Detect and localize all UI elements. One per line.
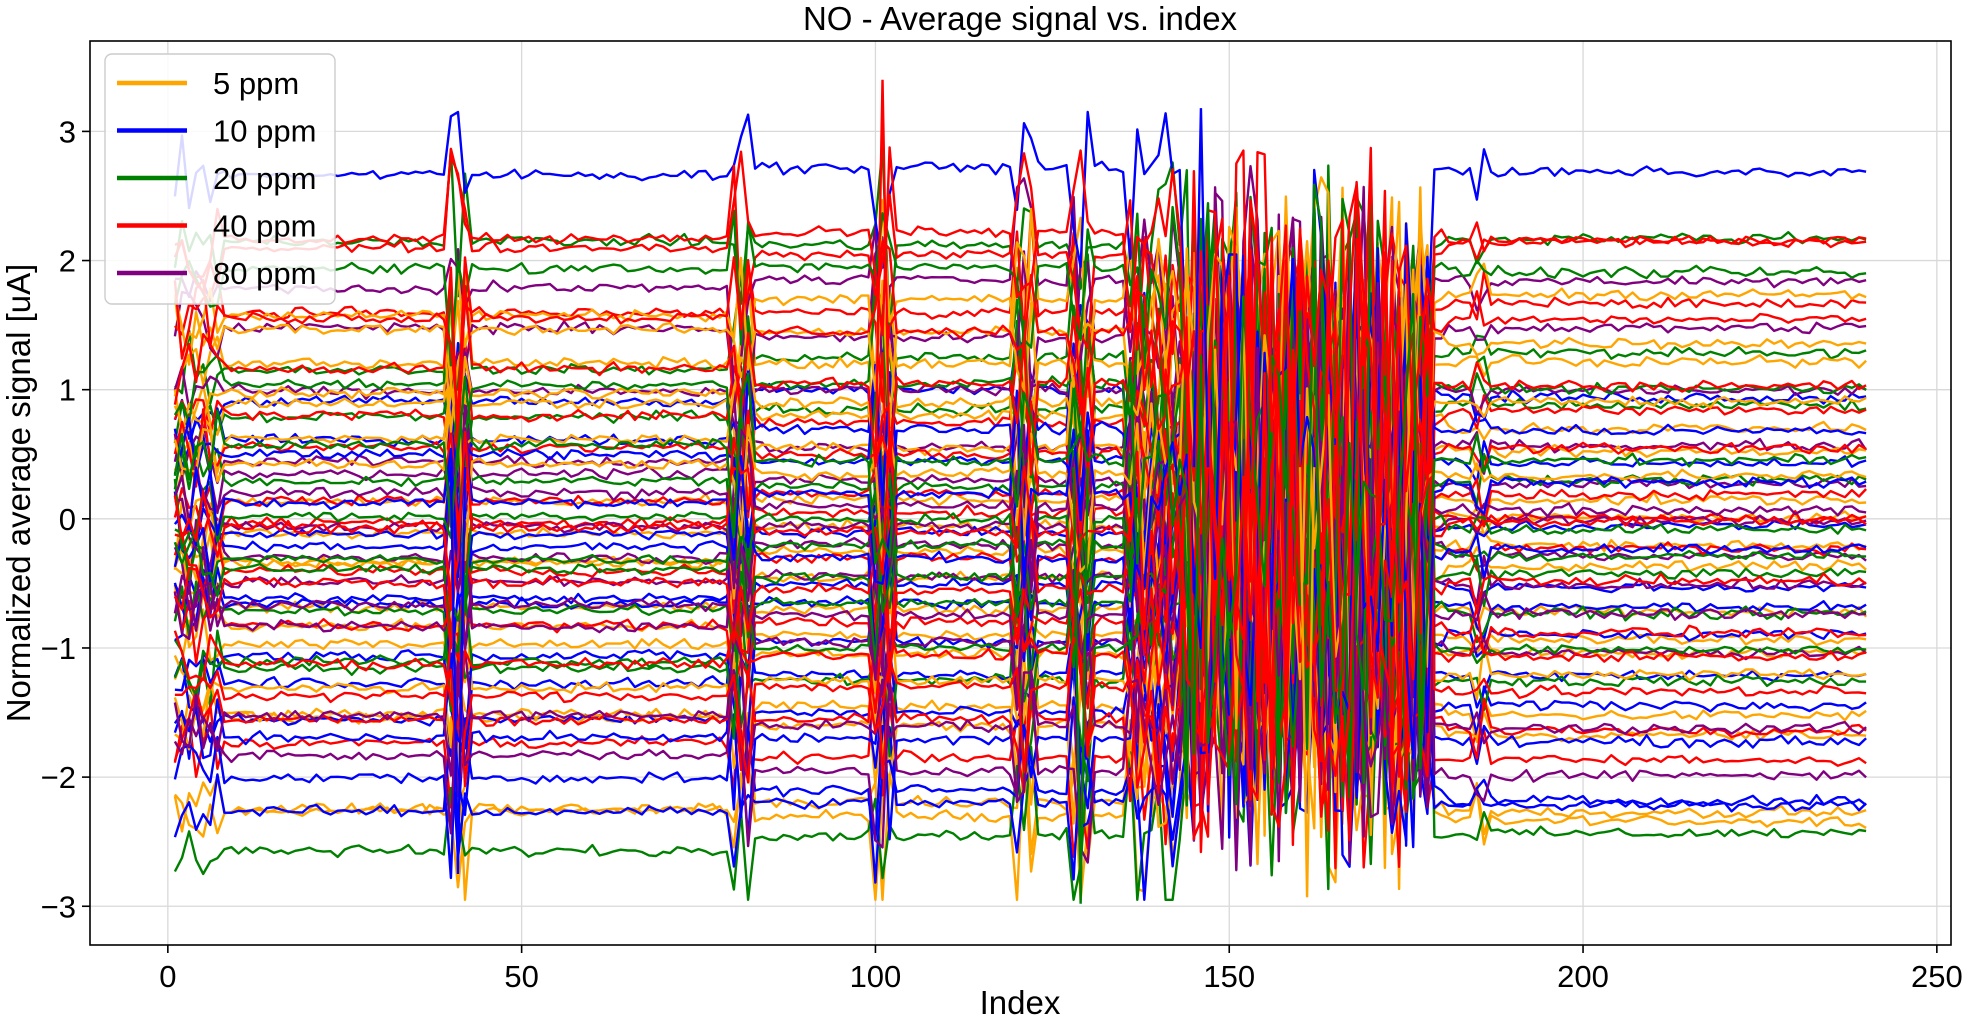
y-axis-title: Normalized average signal [uA] [0, 264, 37, 723]
legend-box [104, 53, 336, 305]
series-line [173, 267, 1867, 770]
series-lines [173, 79, 1868, 904]
series-spike [1192, 108, 1210, 468]
chart-title: NO - Average signal vs. index [803, 0, 1238, 37]
x-tick-label: 150 [1203, 959, 1255, 994]
legend: 5 ppm 10 ppm 20 ppm 40 ppm 80 ppm [104, 53, 336, 305]
series-line [173, 253, 1867, 760]
series-spike [449, 467, 467, 874]
legend-label: 20 ppm [213, 161, 316, 196]
series-line [173, 303, 1867, 807]
x-tick-label: 50 [504, 959, 538, 994]
x-tick-label: 0 [159, 959, 176, 994]
y-tick-label: 3 [59, 114, 76, 149]
series-spike [1072, 467, 1089, 904]
legend-label: 10 ppm [213, 114, 316, 149]
series-line [173, 195, 1867, 703]
x-tick-label: 100 [850, 959, 902, 994]
legend-label: 5 ppm [213, 66, 299, 101]
series-line [173, 218, 1867, 738]
series-spike [874, 79, 891, 468]
series-line [173, 290, 1867, 826]
y-tick-label: −3 [41, 889, 76, 924]
plot-frame [89, 40, 1952, 946]
series-line [173, 183, 1867, 697]
series-line [174, 146, 1867, 681]
x-tick-label: 250 [1911, 959, 1963, 994]
y-tick-label: 2 [59, 244, 76, 279]
series-line [173, 180, 1867, 719]
x-tick-label: 200 [1557, 959, 1609, 994]
series-line [173, 362, 1867, 854]
legend-label: 40 ppm [213, 209, 316, 244]
series-line [173, 110, 1867, 665]
y-tick-label: 1 [59, 373, 76, 408]
y-tick-label: −1 [41, 631, 76, 666]
y-tick-label: −2 [41, 760, 76, 795]
series-line [173, 259, 1867, 783]
y-tick-label: 0 [59, 502, 76, 537]
legend-label: 80 ppm [213, 256, 316, 291]
axis-ticks: 0 50 100 150 200 250 −3 −2 −1 0 1 2 3 [41, 114, 1963, 994]
series-line [174, 283, 1867, 800]
series-spike [1298, 467, 1316, 898]
x-axis-title: Index [980, 984, 1061, 1021]
